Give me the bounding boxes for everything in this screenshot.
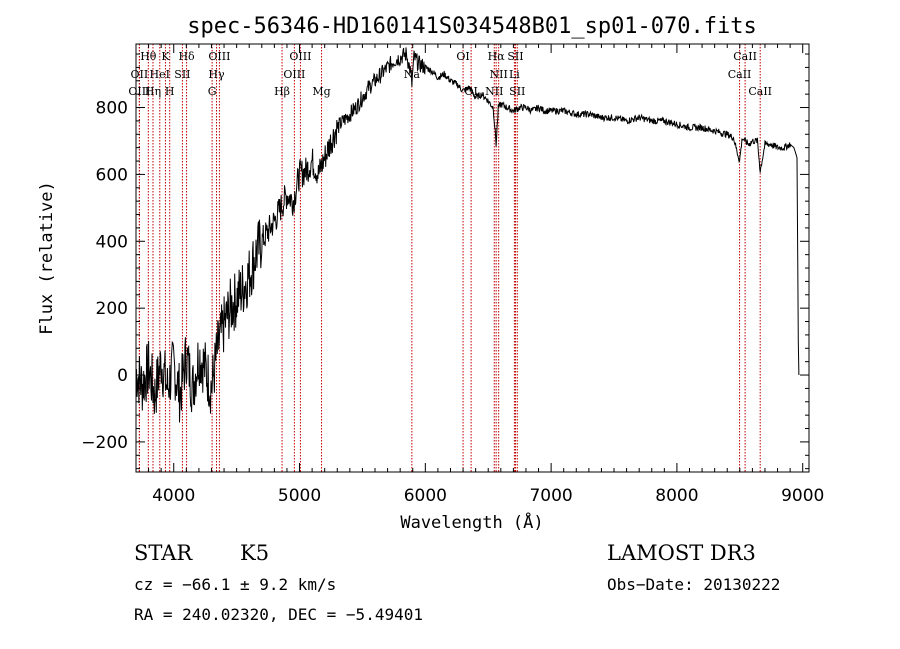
spectral-line-label: OIII: [289, 50, 311, 63]
y-tick-label: −200: [81, 433, 128, 453]
spectral-line-label: OIII: [283, 68, 305, 81]
x-axis-label: Wavelength (Å): [400, 511, 543, 533]
spectral-line-label: SII: [507, 50, 523, 63]
spectral-line-label: Hα: [488, 50, 506, 63]
x-tick-label: 8000: [655, 486, 698, 506]
spectral-lines: [138, 44, 761, 472]
spectral-line-label: CaII: [733, 50, 757, 63]
spectral-line-label: SII: [509, 85, 525, 98]
spectral-line-label: Hδ: [178, 50, 195, 63]
spectral-line-label: SII: [174, 68, 190, 81]
spectral-line-label: CaII: [748, 85, 772, 98]
coords-text: RA = 240.02320, DEC = −5.49401: [134, 605, 423, 624]
x-tick-label: 6000: [404, 486, 447, 506]
x-tick-label: 7000: [529, 486, 572, 506]
spectral-line-label: Hθ: [140, 50, 157, 63]
y-axis-ticks: −200 0 200 400 600 800: [81, 53, 809, 470]
spectral-line-label: Hη: [145, 85, 161, 98]
spectral-line-label: G: [208, 85, 217, 98]
x-tick-label: 9000: [781, 486, 824, 506]
x-axis-ticks: 4000 5000 6000 7000 8000 9000: [135, 44, 824, 506]
spectral-line-label: Hγ: [208, 68, 225, 81]
chart-title: spec-56346-HD160141S034548B01_sp01-070.f…: [187, 14, 757, 39]
y-tick-label: 200: [96, 299, 128, 319]
spectral-line-label: H: [165, 85, 175, 98]
y-tick-label: 0: [117, 366, 128, 386]
y-tick-label: 600: [96, 165, 128, 185]
spectral-line-label: NII: [490, 68, 508, 81]
spectral-line-label: OIII: [128, 85, 150, 98]
spectral-line-label: Li: [509, 68, 520, 81]
plot-frame: [135, 43, 810, 473]
spectral-line-label: OI: [456, 50, 469, 63]
redshift-text: cz = −66.1 ± 9.2 km/s: [134, 575, 336, 594]
spectral-line-label: Hβ: [274, 85, 290, 98]
spectral-line-label: HeI: [150, 68, 170, 81]
spectrum-line: [135, 47, 800, 423]
spectral-line-label: OIII: [208, 50, 230, 63]
obs-date-text: Obs−Date: 20130222: [607, 575, 780, 594]
x-tick-label: 4000: [152, 486, 195, 506]
object-class: STAR: [134, 541, 193, 565]
spectral-line-label: Mg: [312, 85, 330, 98]
x-tick-label: 5000: [278, 486, 321, 506]
spectral-line-label: OII: [131, 68, 149, 81]
y-tick-label: 800: [96, 99, 128, 119]
object-subclass: K5: [240, 541, 269, 565]
y-tick-label: 400: [96, 232, 128, 252]
survey-name: LAMOST DR3: [607, 541, 756, 565]
spectral-line-label: NII: [485, 85, 503, 98]
y-axis-label: Flux (relative): [37, 181, 57, 335]
spectral-line-label: CaII: [728, 68, 752, 81]
spectral-line-label: K: [161, 50, 170, 63]
